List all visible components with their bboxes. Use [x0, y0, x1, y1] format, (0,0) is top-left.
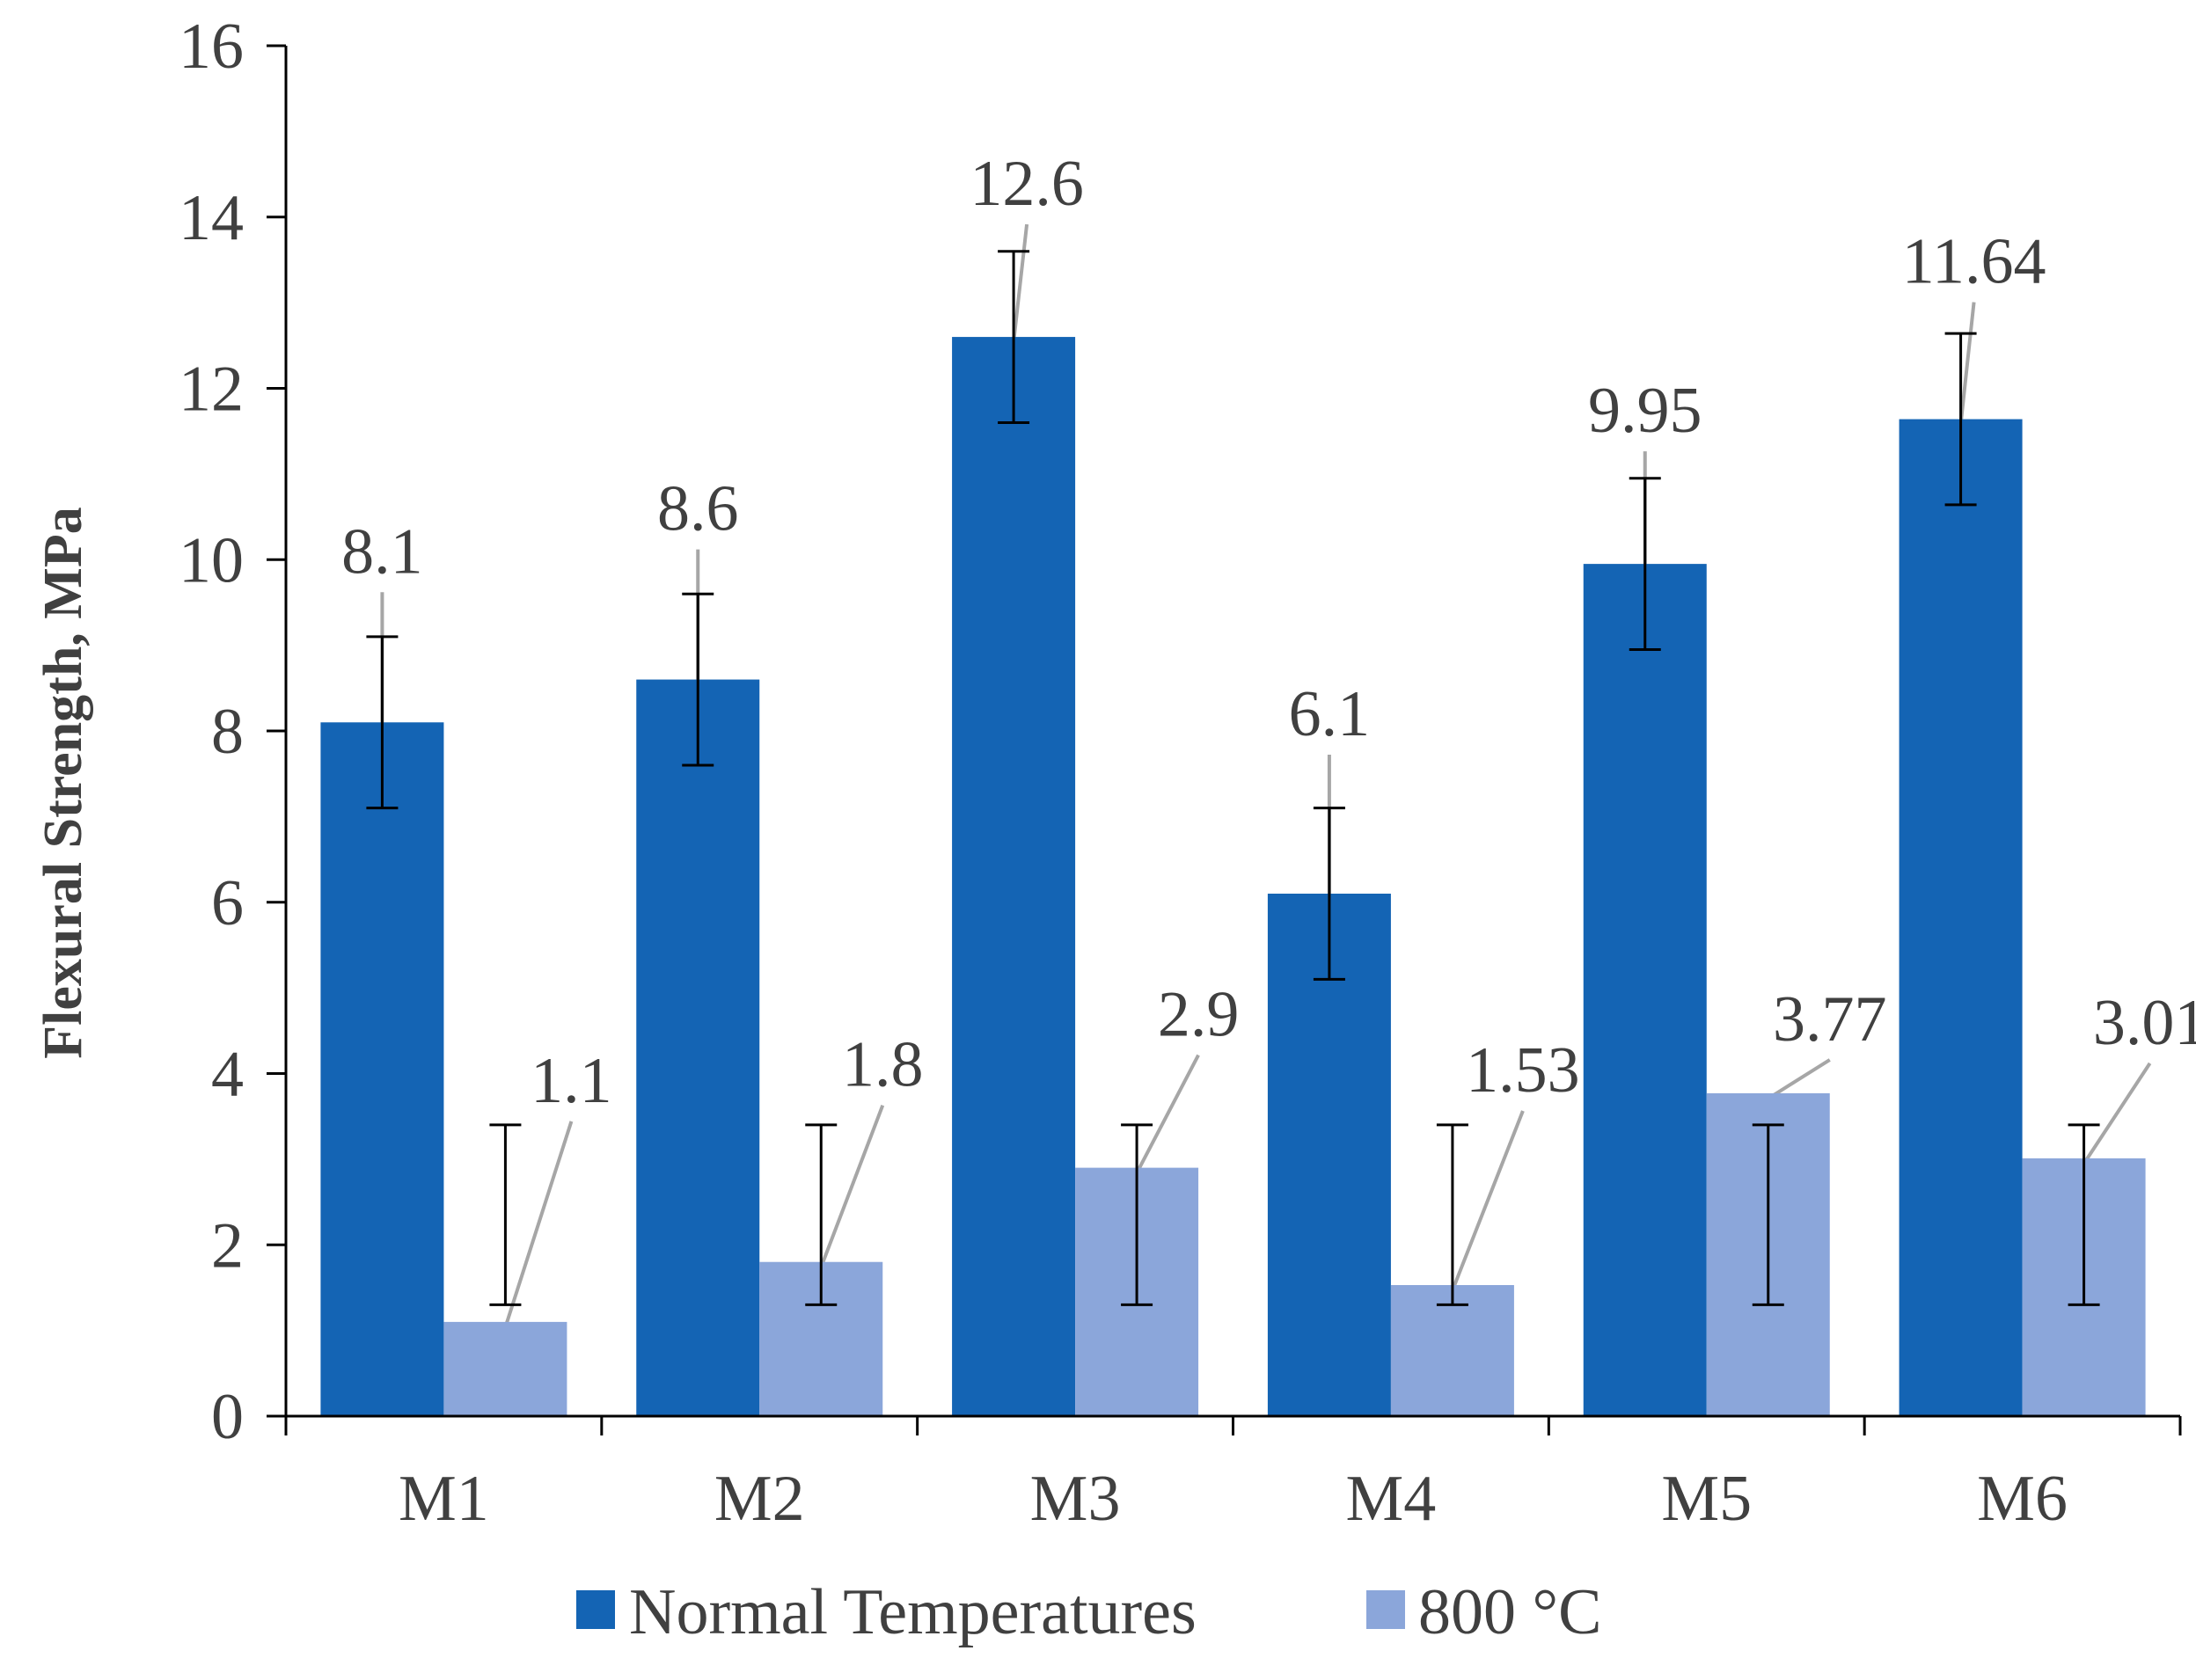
- error-bar-m3-series-1: [998, 250, 1030, 424]
- error-bar-m6-series-1: [1944, 332, 1977, 507]
- bars-layer: [320, 337, 2146, 1417]
- error-bar-m4-series-2: [1436, 1123, 1468, 1306]
- data-label-m3-series-2: 2.9: [1158, 979, 1240, 1051]
- data-label-m5-series-2: 3.77: [1773, 983, 1887, 1055]
- leader-line-m1-series-2: [503, 1121, 574, 1328]
- error-bar-m1-series-1: [366, 635, 399, 810]
- x-category-label-m2: M2: [714, 1463, 805, 1535]
- leader-line-m6-series-1: [1958, 302, 1976, 425]
- bar-m1-series-1: [320, 722, 444, 1416]
- leader-line-m6-series-2: [2082, 1062, 2152, 1165]
- error-bar-m2-series-1: [682, 592, 714, 767]
- y-tick-label: 4: [211, 1039, 244, 1111]
- y-tick-label: 2: [211, 1209, 244, 1282]
- leader-line-m3-series-1: [1012, 223, 1029, 343]
- error-bar-m6-series-2: [2068, 1123, 2100, 1306]
- data-label-m2-series-2: 1.8: [842, 1029, 924, 1101]
- bar-m5-series-1: [1583, 564, 1707, 1416]
- data-labels-layer: 8.1 8.6 12.6 6.1 9.95 11.64 1.1 1.8 2.9 1.53 3.77 3…: [341, 148, 2196, 1117]
- leader-line-m5-series-2: [1767, 1058, 1831, 1100]
- legend-swatch: [576, 1590, 615, 1629]
- data-label-m5-series-1: 9.95: [1588, 375, 1702, 447]
- data-label-m1-series-1: 8.1: [341, 515, 423, 588]
- bar-m4-series-2: [1390, 1285, 1514, 1416]
- leader-line-m4-series-2: [1451, 1110, 1525, 1291]
- y-tick-label: 0: [211, 1381, 244, 1453]
- bar-m4-series-1: [1267, 894, 1391, 1416]
- y-tick-label: 14: [179, 182, 244, 254]
- y-tick-label: 12: [179, 354, 244, 426]
- data-label-m1-series-2: 1.1: [531, 1045, 612, 1117]
- bar-m1-series-2: [443, 1321, 567, 1416]
- data-label-m6-series-1: 11.64: [1902, 226, 2046, 298]
- error-bars-layer: [366, 250, 2100, 1306]
- legend-item-series-1: Normal Temperatures: [576, 1576, 1197, 1648]
- error-bar-m2-series-2: [805, 1123, 838, 1306]
- bar-m2-series-1: [636, 679, 760, 1416]
- y-tick-label: 6: [211, 867, 244, 939]
- bar-m3-series-1: [952, 337, 1076, 1417]
- error-bar-m5-series-2: [1752, 1123, 1784, 1306]
- data-label-m2-series-1: 8.6: [657, 473, 739, 545]
- legend-label: 800 °C: [1418, 1576, 1601, 1648]
- error-bar-m1-series-2: [489, 1123, 522, 1306]
- error-bar-m5-series-1: [1629, 477, 1661, 651]
- legend: Normal Temperatures 800 °C: [576, 1576, 1601, 1648]
- axes-layer: 0 2 4 6 8 10 12 14 16 M1 M2 M3 M4 M5 M6: [179, 11, 2182, 1535]
- leader-line-m3-series-2: [1135, 1054, 1200, 1174]
- y-tick-label: 8: [211, 696, 244, 768]
- data-label-m3-series-1: 12.6: [970, 148, 1084, 220]
- x-category-label-m6: M6: [1977, 1463, 2068, 1535]
- legend-item-series-2: 800 °C: [1366, 1576, 1601, 1648]
- y-tick-label: 16: [179, 11, 244, 83]
- y-tick-label: 10: [179, 524, 244, 596]
- legend-swatch: [1366, 1590, 1405, 1629]
- y-axis-title: Flexural Strength, MPa: [33, 507, 93, 1058]
- error-bar-m4-series-1: [1313, 807, 1345, 981]
- legend-label: Normal Temperatures: [629, 1576, 1197, 1648]
- data-label-m4-series-1: 6.1: [1289, 678, 1371, 750]
- x-category-label-m1: M1: [399, 1463, 489, 1535]
- data-label-m4-series-2: 1.53: [1466, 1034, 1580, 1107]
- x-category-label-m3: M3: [1030, 1463, 1121, 1535]
- leader-line-m2-series-2: [819, 1105, 885, 1268]
- bar-m6-series-1: [1899, 419, 2023, 1417]
- x-category-label-m5: M5: [1661, 1463, 1752, 1535]
- data-label-m6-series-2: 3.01: [2093, 987, 2196, 1059]
- error-bar-m3-series-2: [1121, 1123, 1153, 1306]
- x-category-label-m4: M4: [1346, 1463, 1437, 1535]
